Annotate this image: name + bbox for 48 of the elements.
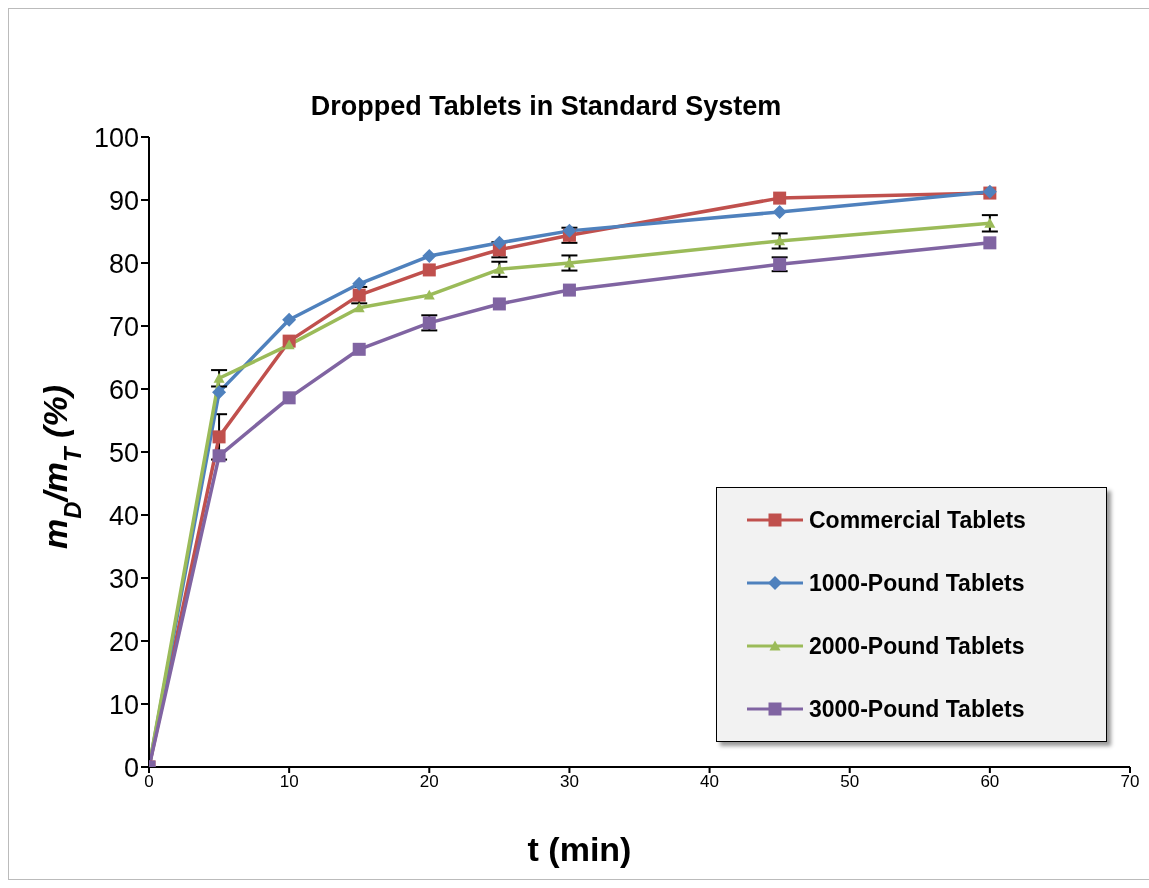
x-tick-label: 30 xyxy=(559,772,579,792)
legend-label: 2000-Pound Tablets xyxy=(809,632,1025,660)
y-tick-label: 90 xyxy=(108,185,139,216)
x-tick-label: 40 xyxy=(700,772,720,792)
y-tick-label: 60 xyxy=(108,374,139,405)
y-tick-label: 100 xyxy=(93,122,139,153)
point xyxy=(422,249,437,264)
point xyxy=(493,263,505,274)
x-tick-label: 10 xyxy=(279,772,299,792)
chart-title: Dropped Tablets in Standard System xyxy=(310,91,782,121)
point xyxy=(773,191,787,205)
point xyxy=(774,235,786,246)
x-tick-label: 0 xyxy=(144,772,154,792)
point xyxy=(283,339,295,350)
point xyxy=(492,235,507,250)
y-tick-label: 70 xyxy=(108,311,139,342)
legend-label: 1000-Pound Tablets xyxy=(809,569,1025,597)
point xyxy=(352,342,366,356)
x-tick-label: 60 xyxy=(980,772,1000,792)
y-tick-label: 20 xyxy=(108,626,139,657)
y-tick-label: 80 xyxy=(108,248,139,279)
point xyxy=(492,297,506,311)
point xyxy=(212,430,226,444)
point xyxy=(212,385,227,400)
point xyxy=(772,204,787,219)
y-tick-label: 40 xyxy=(108,500,139,531)
x-tick-label: 70 xyxy=(1120,772,1140,792)
y-tick-label: 50 xyxy=(108,437,139,468)
point xyxy=(282,391,296,405)
x-axis-title: t (min) xyxy=(527,830,632,868)
point xyxy=(353,302,365,313)
point xyxy=(422,263,436,277)
point xyxy=(563,257,575,268)
point xyxy=(352,276,367,291)
point xyxy=(213,372,225,383)
point xyxy=(562,283,576,297)
point xyxy=(423,289,435,300)
legend-label: 3000-Pound Tablets xyxy=(809,695,1025,723)
x-tick-label: 20 xyxy=(419,772,439,792)
y-tick-label: 10 xyxy=(108,689,139,720)
point xyxy=(212,449,226,463)
legend-label: Commercial Tablets xyxy=(809,506,1026,534)
point xyxy=(562,223,577,238)
x-tick-label: 50 xyxy=(840,772,860,792)
y-tick-label: 30 xyxy=(108,563,139,594)
point xyxy=(984,217,996,228)
point xyxy=(282,312,297,327)
point xyxy=(983,236,997,250)
